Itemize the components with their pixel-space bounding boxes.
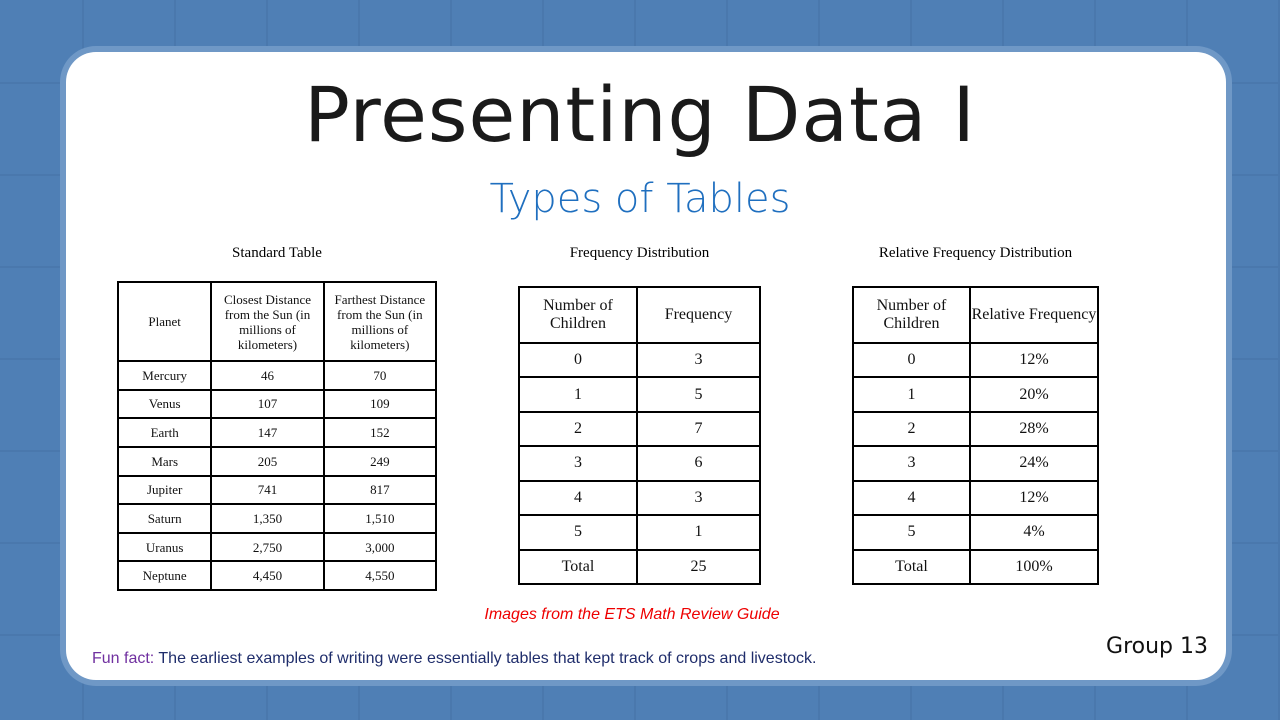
table-cell: 3 <box>518 445 638 482</box>
column-header: Relative Frequency <box>968 286 1100 344</box>
column-header: Farthest Distance from the Sun (in milli… <box>322 281 438 362</box>
table-row: Venus 107 109 <box>116 388 438 420</box>
column-header: Number of Children <box>852 286 971 344</box>
table-cell: 5 <box>635 376 762 413</box>
table-cell: 2 <box>852 410 971 448</box>
relative-table-caption: Relative Frequency Distribution <box>878 245 1073 261</box>
table-cell: 5 <box>518 514 638 551</box>
table-row: Total 100% <box>852 548 1100 586</box>
standard-table: Planet Closest Distance from the Sun (in … <box>116 281 438 591</box>
table-cell: 1 <box>852 376 971 413</box>
table-cell: 3 <box>852 445 971 482</box>
table-cell: 5 <box>852 514 971 551</box>
table-cell: Venus <box>116 388 213 420</box>
column-header: Planet <box>116 281 213 362</box>
table-cell: 249 <box>322 445 438 477</box>
table-cell: 7 <box>635 410 762 448</box>
table-cell: 107 <box>210 388 325 420</box>
relative-frequency-table: Number of Children Relative Frequency 0 12%… <box>852 286 1100 586</box>
table-cell: 20% <box>968 376 1100 413</box>
table-cell: Uranus <box>116 531 213 563</box>
table-row: Mars 205 249 <box>116 445 438 477</box>
table-cell: 2 <box>518 410 638 448</box>
table-cell: Saturn <box>116 503 213 534</box>
standard-table-caption: Standard Table <box>232 245 322 261</box>
table-cell: 6 <box>635 445 762 482</box>
table-cell: 4% <box>968 514 1100 551</box>
table-cell: 3 <box>635 479 762 517</box>
table-row: Total 25 <box>518 548 762 586</box>
table-cell: 25 <box>635 548 762 586</box>
table-cell: 12% <box>968 341 1100 379</box>
table-cell: Earth <box>116 417 213 448</box>
column-header: Closest Distance from the Sun (in millio… <box>210 281 325 362</box>
table-row: 1 20% <box>852 376 1100 413</box>
table-cell: 817 <box>322 474 438 506</box>
fun-fact: Fun fact: The earliest examples of writi… <box>92 650 816 668</box>
slide-subtitle: Types of Tables <box>489 176 791 222</box>
table-cell: 1 <box>635 514 762 551</box>
table-cell: 46 <box>210 360 325 391</box>
table-cell: 109 <box>322 388 438 420</box>
table-cell: 2,750 <box>210 531 325 563</box>
table-row: Jupiter 741 817 <box>116 474 438 506</box>
frequency-table: Number of Children Frequency 0 3 1 5 2 7 3 6 4 3 5 1 T… <box>518 286 762 586</box>
table-cell: 152 <box>322 417 438 448</box>
table-cell: 12% <box>968 479 1100 517</box>
table-cell: Total <box>852 548 971 586</box>
table-cell: 100% <box>968 548 1100 586</box>
table-cell: 4 <box>852 479 971 517</box>
header-row: Planet Closest Distance from the Sun (in … <box>116 281 438 362</box>
table-row: Mercury 46 70 <box>116 360 438 391</box>
table-cell: 205 <box>210 445 325 477</box>
table-cell: 70 <box>322 360 438 391</box>
table-row: Uranus 2,750 3,000 <box>116 531 438 563</box>
table-row: 0 12% <box>852 341 1100 379</box>
table-cell: Mars <box>116 445 213 477</box>
table-cell: Mercury <box>116 360 213 391</box>
fun-fact-text: The earliest examples of writing were es… <box>154 650 817 667</box>
table-cell: 1,510 <box>322 503 438 534</box>
table-cell: Total <box>518 548 638 586</box>
table-row: 2 28% <box>852 410 1100 448</box>
table-cell: 147 <box>210 417 325 448</box>
table-cell: 0 <box>852 341 971 379</box>
column-header: Number of Children <box>518 286 638 344</box>
header-row: Number of Children Relative Frequency <box>852 286 1100 344</box>
column-header: Frequency <box>635 286 762 344</box>
table-cell: 4,450 <box>210 560 325 591</box>
slide-title: Presenting Data I <box>304 70 976 159</box>
table-cell: 741 <box>210 474 325 506</box>
table-row: 3 24% <box>852 445 1100 482</box>
table-row: Earth 147 152 <box>116 417 438 448</box>
fun-fact-label: Fun fact: <box>92 650 155 667</box>
table-cell: 3,000 <box>322 531 438 563</box>
table-row: Neptune 4,450 4,550 <box>116 560 438 591</box>
header-row: Number of Children Frequency <box>518 286 762 344</box>
table-row: 4 12% <box>852 479 1100 517</box>
table-cell: 1 <box>518 376 638 413</box>
table-cell: Neptune <box>116 560 213 591</box>
table-cell: 4,550 <box>322 560 438 591</box>
table-cell: 28% <box>968 410 1100 448</box>
table-row: 5 4% <box>852 514 1100 551</box>
image-credit: Images from the ETS Math Review Guide <box>484 606 780 623</box>
table-cell: 1,350 <box>210 503 325 534</box>
table-cell: Jupiter <box>116 474 213 506</box>
table-row: Saturn 1,350 1,510 <box>116 503 438 534</box>
table-cell: 3 <box>635 341 762 379</box>
table-cell: 24% <box>968 445 1100 482</box>
frequency-table-caption: Frequency Distribution <box>569 245 710 261</box>
table-cell: 0 <box>518 341 638 379</box>
table-cell: 4 <box>518 479 638 517</box>
group-label: Group 13 <box>1106 634 1208 659</box>
